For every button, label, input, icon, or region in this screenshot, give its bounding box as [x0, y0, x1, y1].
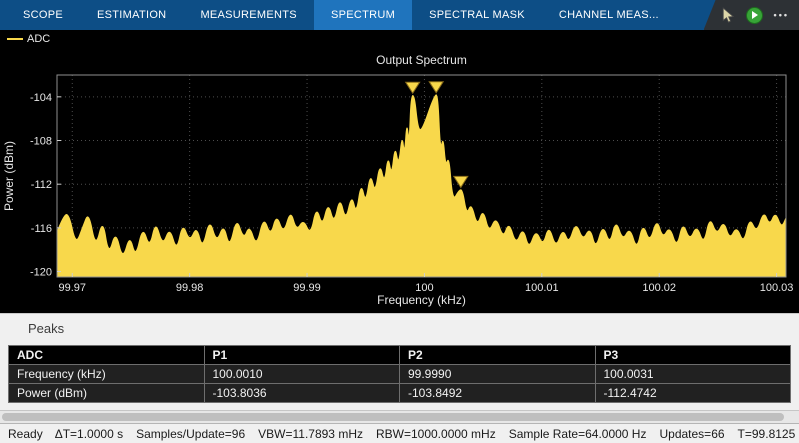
spectrum-trace [57, 94, 786, 277]
tab-bar: SCOPE ESTIMATION MEASUREMENTS SPECTRUM SPECT… [0, 0, 799, 30]
tab-spectrum[interactable]: SPECTRUM [313, 0, 413, 30]
peaks-col-p2: P2 [399, 345, 596, 365]
table-row: Power (dBm) -103.8036 -103.8492 -112.4742 [8, 383, 791, 403]
peaks-table: ADC P1 P2 P3 Frequency (kHz) 100.0010 99.9990… [8, 345, 791, 403]
svg-text:100.03: 100.03 [760, 282, 794, 294]
y-axis-label: Power (dBm) [2, 141, 16, 211]
peaks-panel: Peaks ADC P1 P2 P3 Frequency (kHz) 100.0010 9… [0, 313, 799, 410]
peaks-col-adc: ADC [8, 345, 205, 365]
run-button[interactable] [745, 6, 763, 24]
legend-line-adc [7, 38, 23, 40]
peak-marker-p2[interactable] [404, 81, 421, 95]
cell-value: 100.0031 [594, 364, 791, 384]
svg-text:100.01: 100.01 [525, 282, 559, 294]
row-label: Frequency (kHz) [8, 364, 205, 384]
row-label: Power (dBm) [8, 383, 205, 403]
svg-text:-120: -120 [30, 267, 52, 279]
pointer-tool-icon[interactable] [720, 7, 735, 23]
svg-text:100.02: 100.02 [642, 282, 676, 294]
cell-value: 100.0010 [203, 364, 400, 384]
svg-text:100: 100 [415, 282, 433, 294]
tab-scope[interactable]: SCOPE [23, 9, 64, 21]
tab-channel-meas[interactable]: CHANNEL MEAS... [558, 9, 659, 21]
pointer-tool-glyph [722, 7, 734, 23]
peaks-panel-title: Peaks [28, 321, 65, 336]
peak-marker-p1[interactable] [428, 81, 445, 94]
status-item: Sample Rate=64.0000 Hz [508, 426, 647, 441]
status-ready: Ready [8, 426, 43, 441]
tab-spectral-mask[interactable]: SPECTRAL MASK [429, 9, 525, 21]
peak-marker-p3[interactable] [452, 175, 469, 189]
status-bar: Ready ΔT=1.0000 s Samples/Update=96 VBW=11… [0, 423, 799, 443]
svg-text:-116: -116 [31, 223, 52, 235]
spectrum-plot[interactable]: 99.97 99.98 99.99 100 100.01 100.02 100.03 -104… [0, 48, 799, 313]
peaks-table-header: ADC P1 P2 P3 [8, 345, 791, 365]
svg-text:99.97: 99.97 [58, 282, 86, 294]
svg-text:99.99: 99.99 [293, 282, 321, 294]
chart-title: Output Spectrum [376, 53, 467, 67]
cell-value: -103.8036 [203, 383, 400, 403]
cell-value: 99.9990 [399, 364, 596, 384]
status-item: ΔT=1.0000 s [54, 426, 124, 441]
table-row: Frequency (kHz) 100.0010 99.9990 100.0031 [8, 364, 791, 384]
svg-text:99.98: 99.98 [176, 282, 204, 294]
tab-estimation[interactable]: ESTIMATION [97, 9, 167, 21]
more-options-icon[interactable]: ••• [773, 10, 789, 20]
svg-text:-108: -108 [30, 136, 52, 148]
scrollbar-thumb[interactable] [2, 413, 784, 421]
spectrum-canvas: 99.97 99.98 99.99 100 100.01 100.02 100.03 -104… [2, 53, 794, 307]
svg-text:-104: -104 [30, 92, 52, 104]
tab-measurements[interactable]: MEASUREMENTS [200, 9, 297, 21]
x-axis-label: Frequency (kHz) [377, 293, 466, 307]
toolbar: ••• [703, 0, 799, 30]
svg-text:-112: -112 [31, 179, 52, 191]
play-icon [752, 11, 759, 19]
cell-value: -112.4742 [594, 383, 791, 403]
peaks-col-p1: P1 [203, 345, 400, 365]
status-items: ΔT=1.0000 s Samples/Update=96 VBW=11.7893 … [55, 427, 799, 441]
status-item: RBW=1000.0000 mHz [375, 426, 496, 441]
horizontal-scrollbar[interactable] [0, 410, 799, 423]
status-item: Samples/Update=96 [136, 426, 246, 441]
peaks-table-body: Frequency (kHz) 100.0010 99.9990 100.0031 Po… [8, 364, 791, 403]
status-item: T=99.8125 [737, 426, 796, 441]
legend: ADC [0, 30, 799, 48]
cell-value: -103.8492 [399, 383, 596, 403]
legend-label[interactable]: ADC [27, 33, 51, 45]
peaks-col-p3: P3 [594, 345, 791, 365]
status-item: Updates=66 [659, 426, 725, 441]
status-item: VBW=11.7893 mHz [258, 426, 363, 441]
